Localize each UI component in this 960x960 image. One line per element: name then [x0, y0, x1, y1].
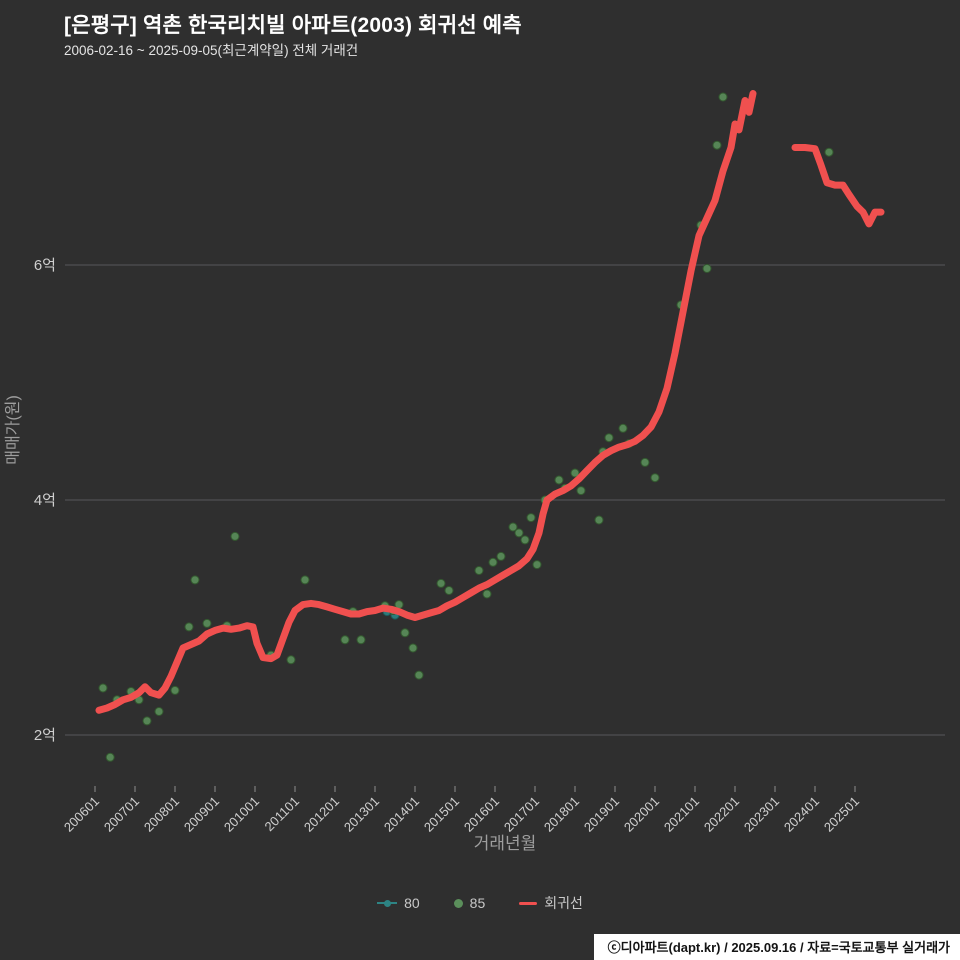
legend-item-85[interactable]: 85 [453, 895, 486, 911]
point-85 [554, 475, 564, 485]
point-85 [496, 551, 506, 561]
legend-item-80[interactable]: 80 [377, 895, 420, 911]
x-tick-label: 200901 [181, 794, 222, 835]
point-85 [98, 683, 108, 693]
point-85 [532, 560, 542, 570]
point-85 [618, 423, 628, 433]
point-85 [286, 655, 296, 665]
legend-item-회귀선[interactable]: 회귀선 [519, 893, 583, 913]
x-tick-label: 201101 [262, 794, 303, 835]
x-tick-label: 201301 [341, 794, 382, 835]
series-회귀선 [791, 144, 885, 228]
point-85 [230, 531, 240, 541]
point-85 [142, 716, 152, 726]
legend-label: 회귀선 [544, 895, 583, 911]
x-tick-label: 201501 [421, 794, 462, 835]
point-85 [356, 635, 366, 645]
point-85 [300, 575, 310, 585]
point-85 [650, 473, 660, 483]
point-85 [105, 752, 115, 762]
point-85 [594, 515, 604, 525]
page-title: [은평구] 역촌 한국리치빌 아파트(2003) 회귀선 예측 [64, 14, 522, 37]
x-tick-label: 202101 [661, 794, 702, 835]
point-85 [190, 575, 200, 585]
point-85 [514, 528, 524, 538]
legend-line-marker-icon [519, 901, 538, 905]
x-tick-label: 200801 [141, 794, 182, 835]
x-tick-label: 201901 [581, 794, 622, 835]
x-tick-label: 200701 [101, 794, 142, 835]
copyright-credit: ⓒ디아파트(dapt.kr) / 2025.09.16 / 자료=국토교통부 실… [593, 934, 960, 960]
x-tick-label: 201801 [541, 794, 582, 835]
x-tick-label: 202401 [781, 794, 822, 835]
x-tick-label: 201401 [381, 794, 422, 835]
point-85 [640, 457, 650, 467]
x-tick-label: 201001 [221, 794, 262, 835]
x-tick-label: 201201 [301, 794, 342, 835]
y-axis-title: 매매가(원) [4, 395, 22, 465]
legend-label: 85 [469, 895, 486, 911]
point-85 [474, 566, 484, 575]
y-tick-label: 6억 [34, 257, 56, 274]
x-axis-title: 거래년월 [474, 834, 537, 853]
point-85 [712, 140, 722, 150]
x-tick-label: 200601 [61, 794, 102, 835]
legend-label: 80 [404, 895, 420, 911]
point-85 [604, 433, 614, 443]
point-85 [444, 586, 454, 595]
point-85 [488, 557, 498, 567]
x-tick-label: 201601 [461, 794, 502, 835]
point-85 [436, 578, 446, 588]
point-85 [408, 643, 418, 653]
point-85 [526, 513, 536, 523]
point-85 [482, 589, 492, 599]
point-85 [718, 92, 728, 102]
point-85 [170, 685, 180, 695]
series-회귀선 [95, 90, 757, 714]
point-85 [414, 670, 424, 680]
point-85 [570, 468, 580, 478]
x-tick-label: 202001 [621, 794, 662, 835]
x-tick-label: 201701 [501, 794, 542, 835]
x-tick-label: 202201 [701, 794, 742, 835]
point-85 [202, 618, 212, 628]
point-85 [340, 635, 350, 645]
point-85 [400, 628, 410, 638]
point-85 [824, 147, 834, 157]
y-tick-label: 4억 [34, 492, 56, 509]
chart-legend: 80 85 회귀선 [0, 893, 960, 913]
legend-linedot-marker-icon [377, 899, 398, 908]
legend-dot-marker-icon [453, 898, 463, 908]
point-85 [576, 486, 586, 496]
point-85 [508, 522, 518, 532]
point-85 [154, 707, 164, 716]
x-tick-label: 202501 [821, 794, 862, 835]
point-85 [702, 264, 712, 273]
page-subtitle: 2006-02-16 ~ 2025-09-05(최근계약일) 전체 거래건 [64, 43, 359, 58]
point-85 [184, 622, 194, 632]
y-tick-label: 2억 [34, 727, 56, 744]
point-85 [520, 535, 530, 545]
x-tick-label: 202301 [741, 794, 782, 835]
